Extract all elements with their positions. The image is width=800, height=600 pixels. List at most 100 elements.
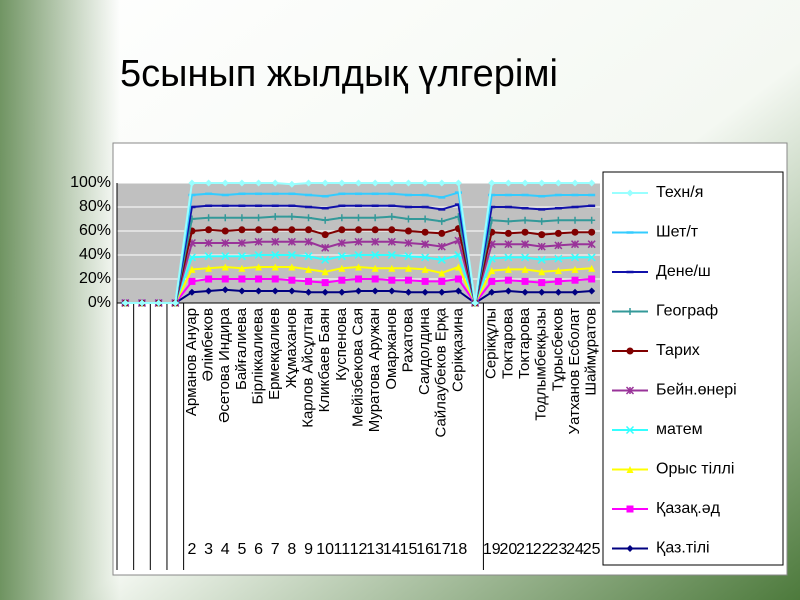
legend-label: Қаз.тілі [656, 540, 710, 557]
point [288, 276, 296, 284]
point [255, 275, 263, 283]
point [504, 287, 512, 295]
point [354, 250, 363, 260]
x-group-label: 11 [334, 541, 351, 558]
legend-label: Дене/ш [656, 263, 711, 280]
x-tick-label: Карлов Айсұлтан [300, 308, 317, 428]
point [255, 179, 263, 187]
point [288, 226, 296, 234]
point [255, 214, 263, 222]
point [438, 217, 446, 225]
point [454, 179, 462, 187]
point [454, 275, 462, 283]
x-group-label: 9 [304, 541, 313, 558]
x-tick-label: Тұрысбеков [549, 308, 566, 391]
point [521, 179, 529, 187]
legend-marker [626, 308, 634, 315]
point [571, 179, 579, 187]
point [571, 265, 579, 273]
x-group-label: 15 [400, 541, 418, 558]
x-group-label: 12 [350, 541, 368, 558]
point [288, 180, 296, 188]
point [571, 276, 579, 284]
point [371, 275, 379, 283]
point [238, 264, 246, 272]
x-tick-label: Уатханов Есболат [566, 308, 583, 435]
point [587, 253, 596, 262]
point [188, 179, 196, 187]
point [255, 287, 263, 295]
point [437, 255, 446, 264]
point [554, 254, 563, 263]
point [588, 216, 596, 224]
point [271, 287, 279, 295]
x-group-label: 10 [316, 541, 334, 558]
point [271, 250, 280, 260]
point [554, 277, 562, 285]
point [238, 226, 246, 234]
point [338, 214, 346, 222]
point [271, 179, 279, 187]
legend-marker [625, 425, 635, 435]
point [538, 288, 546, 296]
point [338, 226, 346, 234]
point [554, 241, 563, 250]
point [337, 252, 346, 261]
point [404, 288, 412, 296]
point [521, 216, 529, 224]
point [188, 265, 196, 273]
point [355, 287, 362, 295]
point [588, 179, 596, 187]
point [355, 179, 362, 187]
point [438, 269, 446, 277]
legend-marker [625, 386, 635, 395]
point [388, 213, 396, 221]
legend-label: Шет/т [656, 224, 699, 241]
point [521, 253, 530, 262]
point [404, 264, 412, 272]
point [387, 250, 396, 260]
point [355, 263, 362, 271]
x-group-label: 3 [204, 541, 213, 558]
point [338, 276, 346, 284]
point [255, 263, 263, 271]
point [254, 237, 263, 246]
point [538, 179, 546, 187]
point [304, 252, 313, 261]
point [287, 250, 296, 260]
legend-marker [626, 347, 634, 355]
point [371, 287, 379, 295]
point [487, 254, 496, 263]
point [205, 275, 213, 283]
y-tick-label: 0% [88, 294, 111, 311]
point [305, 214, 313, 222]
point [321, 231, 329, 239]
point [287, 237, 296, 246]
point [404, 252, 413, 261]
point [521, 277, 529, 285]
point [271, 263, 279, 271]
point [355, 275, 362, 283]
point [338, 264, 346, 272]
point [221, 179, 229, 187]
point [254, 250, 263, 260]
x-tick-label: Жұмаханов [283, 308, 300, 388]
point [438, 229, 446, 237]
point [288, 287, 296, 295]
point [205, 264, 213, 272]
point [537, 255, 546, 264]
point [454, 287, 462, 295]
point [538, 217, 546, 225]
point [504, 276, 512, 284]
point [571, 288, 579, 296]
slide-title: 5сынып жылдық үлгерімі [120, 53, 558, 95]
point [338, 288, 346, 296]
point [321, 288, 329, 296]
point [504, 240, 513, 249]
x-group-label: 25 [583, 541, 601, 558]
point [205, 226, 213, 234]
point [521, 228, 529, 236]
x-tick-label: Токтарова [516, 307, 533, 379]
point [404, 215, 412, 223]
